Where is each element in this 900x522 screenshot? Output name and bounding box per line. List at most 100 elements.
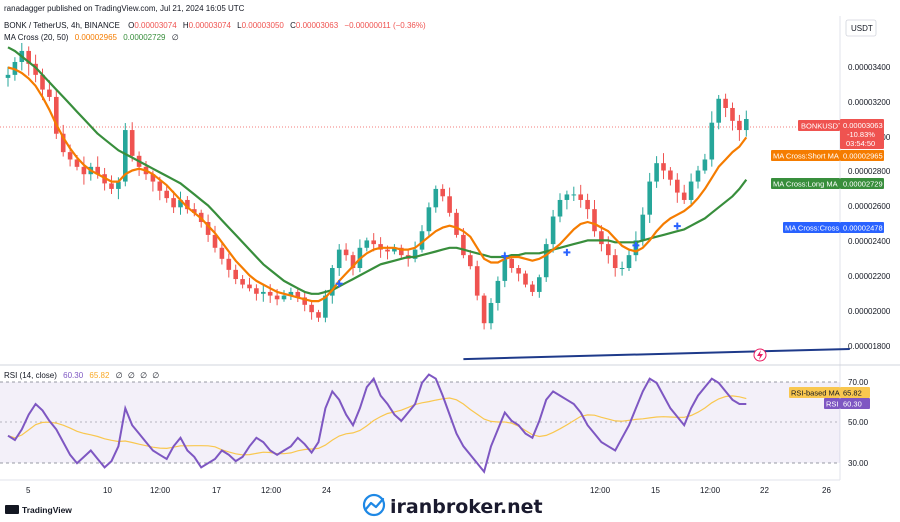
candle: [440, 184, 445, 202]
candle: [316, 309, 321, 322]
candle: [164, 184, 169, 203]
candle-body: [578, 194, 583, 200]
candle: [178, 191, 183, 215]
time-tick: 15: [651, 486, 660, 495]
rsi-legend-title: RSI (14, close): [4, 371, 57, 380]
candle: [323, 289, 328, 323]
candle: [537, 274, 542, 298]
rsi-hide-icon-3[interactable]: ∅: [140, 371, 147, 380]
ohlc-low: 0.00003050: [242, 21, 285, 30]
candle-body: [399, 247, 404, 256]
time-tick: 22: [760, 486, 769, 495]
alert-bolt-icon[interactable]: [753, 348, 767, 362]
candle-body: [737, 120, 742, 131]
rsi-legend-v1: 60.30: [63, 371, 84, 380]
candle: [247, 277, 252, 292]
price-tick: 0.00001800: [848, 342, 891, 351]
candle: [557, 193, 563, 223]
candle-body: [295, 291, 301, 298]
candle-body: [675, 179, 680, 193]
bonk-price-tag: BONKUSDT 0.00003063 -10.83% 03:54:50: [798, 119, 884, 149]
long-ma-tag-label: MA Cross:Long MA: [773, 180, 838, 189]
rsi-tick: 70.00: [848, 378, 869, 387]
ma-hide-icon[interactable]: ∅: [172, 33, 179, 42]
candle: [233, 264, 238, 285]
candle: [675, 173, 680, 203]
candle: [516, 265, 521, 282]
ma-long-value: 0.00002729: [123, 33, 166, 42]
tradingview-logo[interactable]: TradingView: [5, 505, 72, 515]
cross-tag-label: MA Cross:Cross: [785, 224, 839, 233]
candle-body: [226, 258, 232, 270]
short-ma-tag: MA Cross:Short MA 0.00002965: [771, 150, 884, 161]
time-tick: 5: [26, 486, 31, 495]
candle-body: [647, 181, 652, 215]
time-tick: 12:00: [590, 486, 611, 495]
ma-cross-marker: [335, 280, 343, 288]
rsi-ma-line: [7, 395, 747, 456]
candle: [695, 165, 701, 189]
candle: [336, 244, 342, 276]
candle: [737, 114, 742, 141]
rsi-hide-icon-2[interactable]: ∅: [128, 371, 135, 380]
candle-body: [33, 63, 38, 75]
ohlc-open: 0.00003074: [134, 21, 177, 30]
iranbroker-logo-icon: [362, 493, 386, 517]
candle-body: [267, 291, 273, 296]
rsi-hide-icon-4[interactable]: ∅: [152, 371, 159, 380]
candle: [343, 243, 349, 261]
candle: [254, 284, 259, 301]
candle-body: [619, 268, 625, 270]
candle-body: [205, 222, 211, 235]
candle: [716, 94, 721, 130]
candle-body: [426, 207, 432, 232]
candle: [454, 208, 459, 238]
time-tick: 12:00: [700, 486, 721, 495]
rsi-ma-tag: RSI-based MA 65.82: [789, 387, 870, 398]
rsi-tick: 30.00: [848, 459, 869, 468]
candle: [350, 251, 356, 276]
ohlc-close-label: C: [290, 21, 296, 30]
candle: [661, 153, 666, 180]
candle-body: [723, 98, 728, 108]
candle: [668, 167, 673, 186]
time-tick: 12:00: [261, 486, 282, 495]
candle: [364, 237, 370, 252]
candle: [723, 93, 728, 118]
candle: [592, 200, 597, 237]
candle-body: [309, 304, 314, 313]
candle-body: [592, 209, 597, 232]
currency-box[interactable]: [845, 19, 877, 37]
candle-body: [364, 240, 370, 248]
time-tick: 17: [212, 486, 221, 495]
rsi-hide-icon-1[interactable]: ∅: [116, 371, 123, 380]
candle-body: [54, 96, 59, 134]
publisher-line: ranadagger published on TradingView.com,…: [4, 4, 245, 13]
candle-body: [47, 89, 52, 97]
ma-cross-marker: [673, 222, 681, 230]
candle: [54, 89, 59, 139]
rsi-tick: 50.00: [848, 418, 869, 427]
candle-body: [461, 234, 466, 256]
candle: [60, 124, 66, 157]
candle: [226, 253, 232, 278]
candle: [619, 261, 625, 276]
candle: [5, 66, 11, 87]
candle-body: [550, 216, 556, 245]
candle: [474, 260, 480, 301]
candle-body: [509, 258, 514, 269]
cross-markers-layer: [335, 222, 681, 288]
bonk-tag-name: BONKUSDT: [801, 122, 843, 131]
rsi-line: [7, 373, 747, 474]
candle-body: [606, 244, 611, 256]
candle: [371, 233, 376, 252]
candle: [419, 225, 425, 253]
candle: [399, 244, 404, 258]
candle: [281, 290, 287, 302]
candle-body: [219, 247, 225, 259]
candle: [647, 172, 652, 223]
candle: [626, 249, 632, 271]
time-tick: 26: [822, 486, 831, 495]
candle-body: [468, 255, 473, 267]
